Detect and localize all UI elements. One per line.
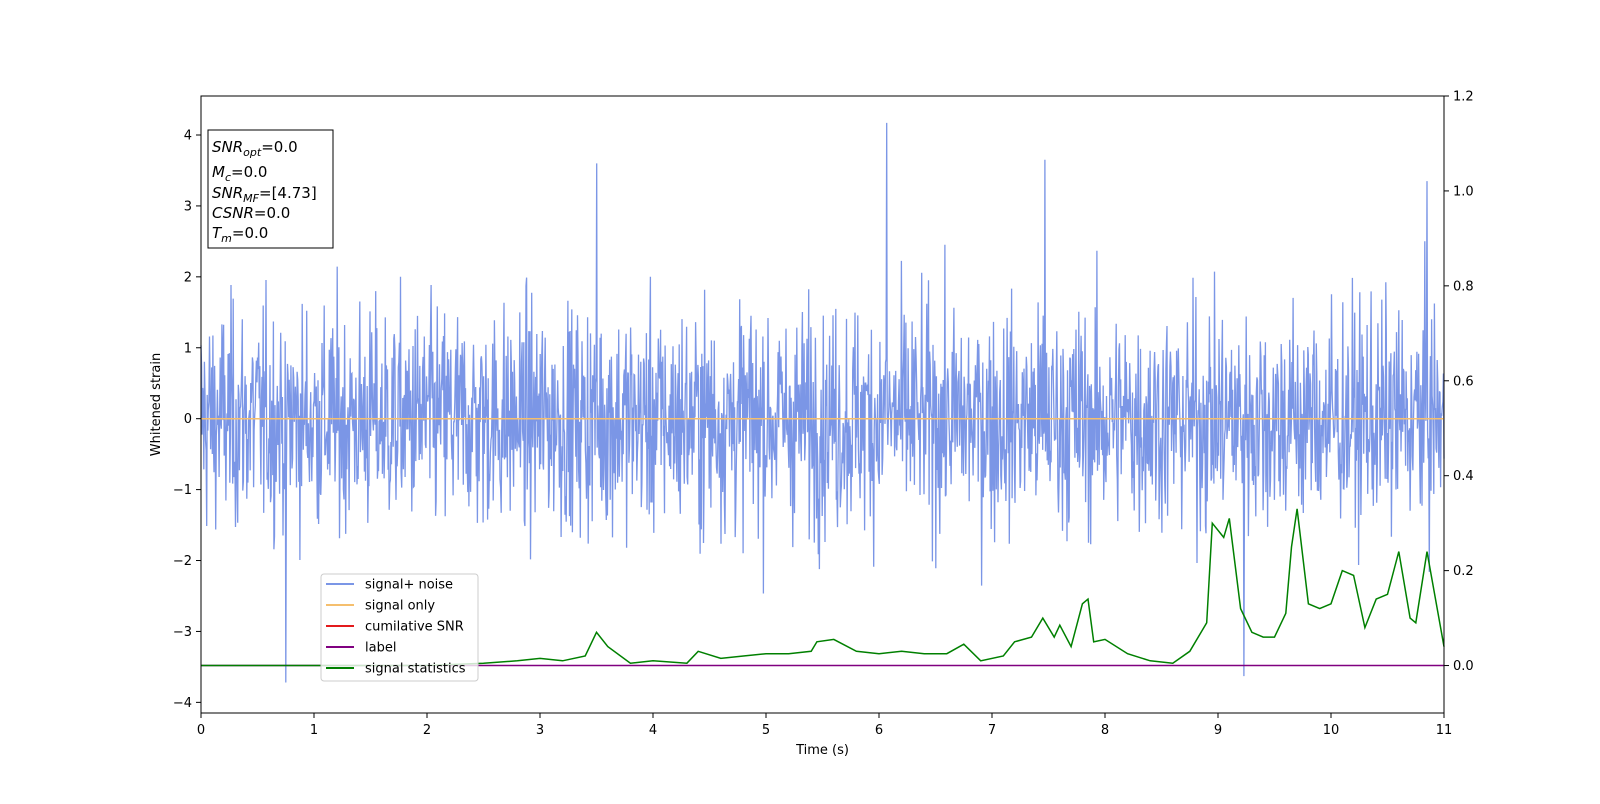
y-left-tick-label: 0 [184,412,192,427]
x-tick-label: 8 [1101,723,1109,738]
y-right-tick-label: 0.0 [1453,659,1474,674]
x-tick-label: 5 [762,723,770,738]
y-axis-label: Whitened strain [149,353,164,456]
x-tick-label: 6 [875,723,883,738]
x-tick-label: 9 [1214,723,1222,738]
y-right-tick-label: 1.0 [1453,184,1474,199]
y-left-tick-label: −4 [173,696,192,711]
y-left-tick-label: −3 [173,625,192,640]
legend-frame [320,573,479,682]
x-axis-ticks: 0 1 2 3 4 5 6 7 8 9 10 11 [197,713,1452,738]
y-left-tick-label: 4 [184,129,192,144]
plot-frame [200,95,1445,714]
legend-label: cumilative SNR [365,620,464,635]
x-tick-label: 11 [1436,723,1453,738]
y-right-tick-label: 0.2 [1453,564,1474,579]
x-tick-label: 10 [1323,723,1340,738]
legend-label: label [365,641,396,656]
y-right-tick-label: 0.6 [1453,374,1474,389]
x-tick-label: 0 [197,723,205,738]
x-tick-label: 3 [536,723,544,738]
legend-label: signal only [365,599,435,614]
legend: signal+ noise signal only cumilative SNR la… [320,573,479,682]
x-tick-label: 4 [649,723,657,738]
legend-label: signal+ noise [365,578,453,593]
y-right-tick-label: 1.2 [1453,90,1474,105]
x-tick-label: 7 [988,723,996,738]
y-left-tick-label: 3 [184,199,192,214]
info-line: SNRMF=[4.73] [212,184,317,205]
y-left-tick-label: −1 [173,483,192,498]
y-right-tick-label: 0.4 [1453,469,1474,484]
x-axis-label: Time (s) [795,743,849,758]
info-box-frame [207,129,334,249]
info-line: Mc=0.0 [212,163,267,184]
legend-label: signal statistics [365,662,466,677]
series-signal-noise [200,122,1445,683]
y-left-tick-label: −2 [173,554,192,569]
x-tick-label: 2 [423,723,431,738]
y-right-tick-label: 0.8 [1453,279,1474,294]
x-tick-label: 1 [310,723,318,738]
info-line: Tm=0.0 [212,224,268,245]
y-axis-left-ticks: −4 −3 −2 −1 0 1 2 3 4 [173,129,201,711]
y-axis-right-ticks: 0.0 0.2 0.4 0.6 0.8 1.0 1.2 [1444,90,1474,674]
y-left-tick-label: 2 [184,270,192,285]
info-line: CSNR=0.0 [212,204,290,222]
y-left-tick-label: 1 [184,341,192,356]
info-line: SNRopt=0.0 [212,138,298,159]
series-signal-statistics [201,508,1445,667]
